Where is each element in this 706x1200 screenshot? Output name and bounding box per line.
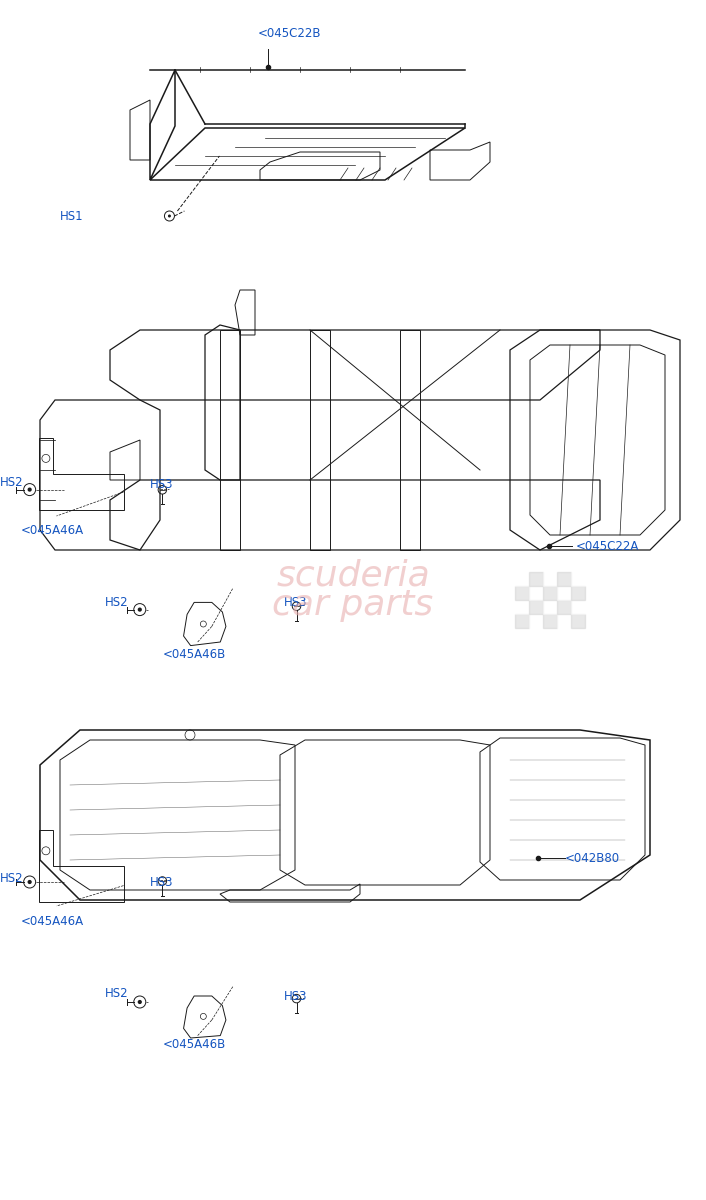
Bar (515, 572, 530, 586)
Text: <045A46B: <045A46B (162, 648, 226, 660)
Text: scuderia: scuderia (276, 559, 430, 593)
Text: HS2: HS2 (104, 596, 128, 608)
Bar (571, 586, 585, 600)
Bar (544, 614, 557, 628)
Text: HS2: HS2 (0, 476, 23, 488)
Bar (557, 586, 571, 600)
Bar (515, 614, 530, 628)
Text: <045C22A: <045C22A (575, 540, 639, 552)
Bar (515, 600, 530, 614)
Text: HS3: HS3 (150, 876, 173, 888)
Text: <042B80: <042B80 (565, 852, 620, 864)
Text: <045A46A: <045A46A (21, 524, 84, 536)
Bar (557, 572, 571, 586)
Circle shape (28, 880, 32, 884)
Text: HS2: HS2 (0, 872, 23, 884)
Bar (557, 614, 571, 628)
Text: HS2: HS2 (104, 988, 128, 1000)
Bar (530, 600, 544, 614)
Circle shape (168, 215, 171, 217)
Bar (544, 572, 557, 586)
Text: <045A46B: <045A46B (162, 1038, 226, 1050)
Bar (571, 614, 585, 628)
Text: HS3: HS3 (284, 596, 307, 608)
Text: HS3: HS3 (284, 990, 307, 1002)
Circle shape (138, 1000, 142, 1004)
Bar (530, 572, 544, 586)
Bar (571, 600, 585, 614)
Bar (544, 586, 557, 600)
Bar (571, 572, 585, 586)
Text: HS1: HS1 (60, 210, 83, 222)
Text: <045C22B: <045C22B (258, 28, 321, 40)
Bar (557, 600, 571, 614)
Circle shape (138, 607, 142, 612)
Text: car parts: car parts (273, 588, 433, 622)
Bar (530, 586, 544, 600)
Text: <045A46A: <045A46A (21, 916, 84, 928)
Bar (544, 600, 557, 614)
Circle shape (28, 487, 32, 492)
Bar (530, 614, 544, 628)
Text: HS3: HS3 (150, 479, 173, 491)
Bar (515, 586, 530, 600)
